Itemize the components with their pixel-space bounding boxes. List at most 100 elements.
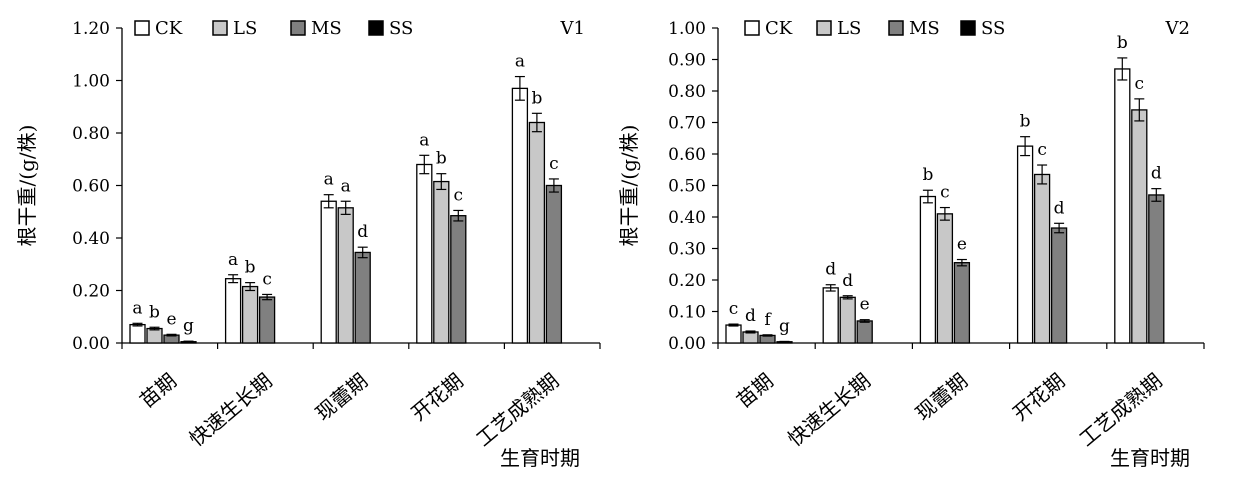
significance-letter: c bbox=[549, 154, 559, 174]
x-axis-title: 生育时期 bbox=[1110, 446, 1190, 470]
y-axis-title: 根干重/(g/株) bbox=[617, 125, 641, 247]
bar bbox=[856, 320, 873, 344]
significance-letter: e bbox=[860, 295, 870, 315]
bar bbox=[839, 296, 856, 344]
significance-letter: d bbox=[1054, 198, 1065, 218]
y-tick-label: 0.80 bbox=[72, 124, 110, 144]
y-tick-label: 0.20 bbox=[668, 271, 706, 291]
significance-letter: a bbox=[324, 170, 334, 190]
significance-letter: b bbox=[436, 149, 447, 169]
significance-letter: a bbox=[228, 250, 238, 270]
bar bbox=[1050, 227, 1068, 344]
legend-swatch bbox=[888, 20, 904, 36]
legend-swatch bbox=[212, 20, 228, 36]
legend-swatch bbox=[744, 20, 760, 36]
bar bbox=[354, 251, 371, 344]
x-category-label: 苗期 bbox=[732, 368, 778, 412]
bar bbox=[320, 200, 337, 344]
bar bbox=[258, 296, 276, 344]
y-tick-label: 0.00 bbox=[72, 334, 110, 354]
significance-letter: c bbox=[262, 269, 272, 289]
x-category-label: 苗期 bbox=[135, 368, 181, 412]
significance-letter: e bbox=[957, 235, 967, 255]
x-category-label: 工艺成熟期 bbox=[471, 368, 563, 451]
significance-letter: g bbox=[779, 316, 790, 336]
bar bbox=[742, 331, 759, 344]
legend-label: LS bbox=[233, 18, 257, 39]
bar bbox=[1033, 173, 1051, 344]
bar bbox=[146, 327, 163, 344]
x-category-label: 快速生长期 bbox=[185, 368, 277, 451]
legend-swatch bbox=[290, 20, 306, 36]
x-category-label: 现蕾期 bbox=[311, 368, 372, 425]
x-axis-title: 生育时期 bbox=[500, 446, 580, 470]
y-tick-label: 0.80 bbox=[668, 82, 706, 102]
significance-letter: d bbox=[745, 306, 756, 326]
bar bbox=[953, 262, 971, 344]
legend-label: SS bbox=[981, 18, 1005, 39]
legend-swatch bbox=[816, 20, 832, 36]
significance-letter: b bbox=[245, 258, 256, 278]
x-category-label: 工艺成熟期 bbox=[1075, 368, 1167, 451]
significance-letter: a bbox=[341, 176, 351, 196]
legend-swatch bbox=[134, 20, 150, 36]
bar bbox=[511, 87, 529, 344]
significance-letter: f bbox=[764, 310, 772, 330]
significance-letter: a bbox=[132, 298, 142, 318]
significance-letter: a bbox=[515, 52, 525, 72]
x-category-label: 现蕾期 bbox=[911, 368, 972, 425]
y-tick-label: 0.10 bbox=[668, 303, 706, 323]
bar bbox=[545, 184, 563, 344]
legend-label: CK bbox=[765, 18, 793, 39]
y-tick-label: 0.20 bbox=[72, 282, 110, 302]
bar bbox=[224, 278, 242, 344]
bar bbox=[822, 287, 839, 344]
bar bbox=[1114, 68, 1131, 344]
y-tick-label: 0.90 bbox=[668, 51, 706, 71]
x-category-label: 开花期 bbox=[406, 368, 467, 425]
bar bbox=[1131, 109, 1148, 344]
x-category-label: 开花期 bbox=[1008, 368, 1069, 425]
significance-letter: d bbox=[825, 260, 836, 280]
bar bbox=[936, 213, 954, 344]
y-axis-title: 根干重/(g/株) bbox=[15, 125, 39, 247]
y-tick-label: 0.60 bbox=[668, 145, 706, 165]
legend-label: MS bbox=[311, 18, 342, 39]
bar bbox=[337, 207, 354, 344]
significance-letter: c bbox=[729, 299, 739, 319]
bar bbox=[450, 215, 467, 344]
significance-letter: c bbox=[1037, 140, 1047, 160]
legend-label: MS bbox=[909, 18, 940, 39]
y-tick-label: 0.40 bbox=[72, 229, 110, 249]
significance-letter: c bbox=[1135, 74, 1145, 94]
bar bbox=[433, 180, 450, 344]
y-tick-label: 0.50 bbox=[668, 177, 706, 197]
bar bbox=[1148, 194, 1165, 344]
significance-letter: d bbox=[357, 222, 368, 242]
bar bbox=[919, 195, 937, 344]
bar bbox=[725, 324, 742, 344]
y-tick-label: 0.30 bbox=[668, 240, 706, 260]
significance-letter: b bbox=[922, 165, 933, 185]
bar bbox=[241, 285, 259, 344]
significance-letter: b bbox=[149, 302, 160, 322]
panel-label: V1 bbox=[560, 18, 585, 39]
y-tick-label: 0.70 bbox=[668, 114, 706, 134]
significance-letter: b bbox=[1020, 112, 1031, 132]
y-tick-label: 1.20 bbox=[72, 19, 110, 39]
legend-swatch bbox=[960, 20, 976, 36]
significance-letter: d bbox=[842, 271, 853, 291]
bar bbox=[1016, 145, 1034, 344]
significance-letter: e bbox=[166, 309, 176, 329]
y-tick-label: 0.40 bbox=[668, 208, 706, 228]
legend-label: SS bbox=[389, 18, 413, 39]
significance-letter: c bbox=[940, 183, 950, 203]
legend-label: LS bbox=[837, 18, 861, 39]
significance-letter: b bbox=[531, 88, 542, 108]
significance-letter: c bbox=[454, 185, 464, 205]
panel-label: V2 bbox=[1165, 18, 1190, 39]
legend-swatch bbox=[368, 20, 384, 36]
bar bbox=[528, 121, 546, 344]
